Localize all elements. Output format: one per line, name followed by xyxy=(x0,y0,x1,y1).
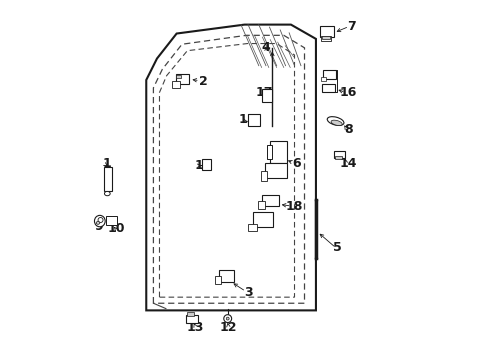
Bar xyxy=(258,201,264,208)
Bar xyxy=(187,312,193,316)
Ellipse shape xyxy=(104,192,110,196)
Text: 5: 5 xyxy=(332,241,341,255)
Bar xyxy=(269,141,286,163)
Bar xyxy=(253,212,272,227)
Bar xyxy=(247,114,259,126)
Text: 9: 9 xyxy=(94,220,103,233)
Text: 11: 11 xyxy=(194,159,212,172)
Bar xyxy=(201,159,210,170)
Ellipse shape xyxy=(94,215,105,227)
Circle shape xyxy=(224,315,231,323)
Text: 15: 15 xyxy=(238,113,255,126)
Bar xyxy=(322,36,329,39)
Bar xyxy=(106,216,116,225)
Text: 14: 14 xyxy=(339,157,356,170)
Bar xyxy=(260,171,266,181)
Text: 18: 18 xyxy=(285,200,303,213)
Text: 3: 3 xyxy=(243,286,252,299)
Ellipse shape xyxy=(330,120,342,126)
Text: 13: 13 xyxy=(186,321,204,334)
Text: 2: 2 xyxy=(199,75,207,88)
Bar xyxy=(266,145,271,158)
Bar xyxy=(264,163,287,178)
Bar xyxy=(334,157,341,159)
Text: 12: 12 xyxy=(219,321,237,334)
Text: 10: 10 xyxy=(108,222,125,235)
Text: 7: 7 xyxy=(346,20,355,33)
Text: 6: 6 xyxy=(291,157,300,170)
Ellipse shape xyxy=(326,117,343,125)
Bar xyxy=(185,315,198,323)
Ellipse shape xyxy=(98,217,103,222)
Bar xyxy=(172,81,180,88)
Text: 4: 4 xyxy=(261,41,270,54)
Bar xyxy=(321,36,331,41)
Bar xyxy=(323,70,335,79)
Bar xyxy=(104,167,112,191)
Text: 16: 16 xyxy=(339,86,356,99)
Bar xyxy=(176,73,189,84)
Bar xyxy=(321,77,325,81)
Text: 17: 17 xyxy=(255,86,272,99)
Bar xyxy=(219,270,234,282)
Text: 8: 8 xyxy=(343,123,352,136)
Bar xyxy=(215,276,221,284)
Ellipse shape xyxy=(96,221,100,224)
Bar xyxy=(319,26,333,37)
Circle shape xyxy=(226,317,229,320)
Text: 1: 1 xyxy=(102,157,111,170)
Bar xyxy=(247,224,257,231)
Bar xyxy=(333,152,344,158)
Bar xyxy=(261,195,278,206)
Bar xyxy=(322,84,334,93)
Bar xyxy=(261,89,271,102)
Bar xyxy=(176,75,181,78)
